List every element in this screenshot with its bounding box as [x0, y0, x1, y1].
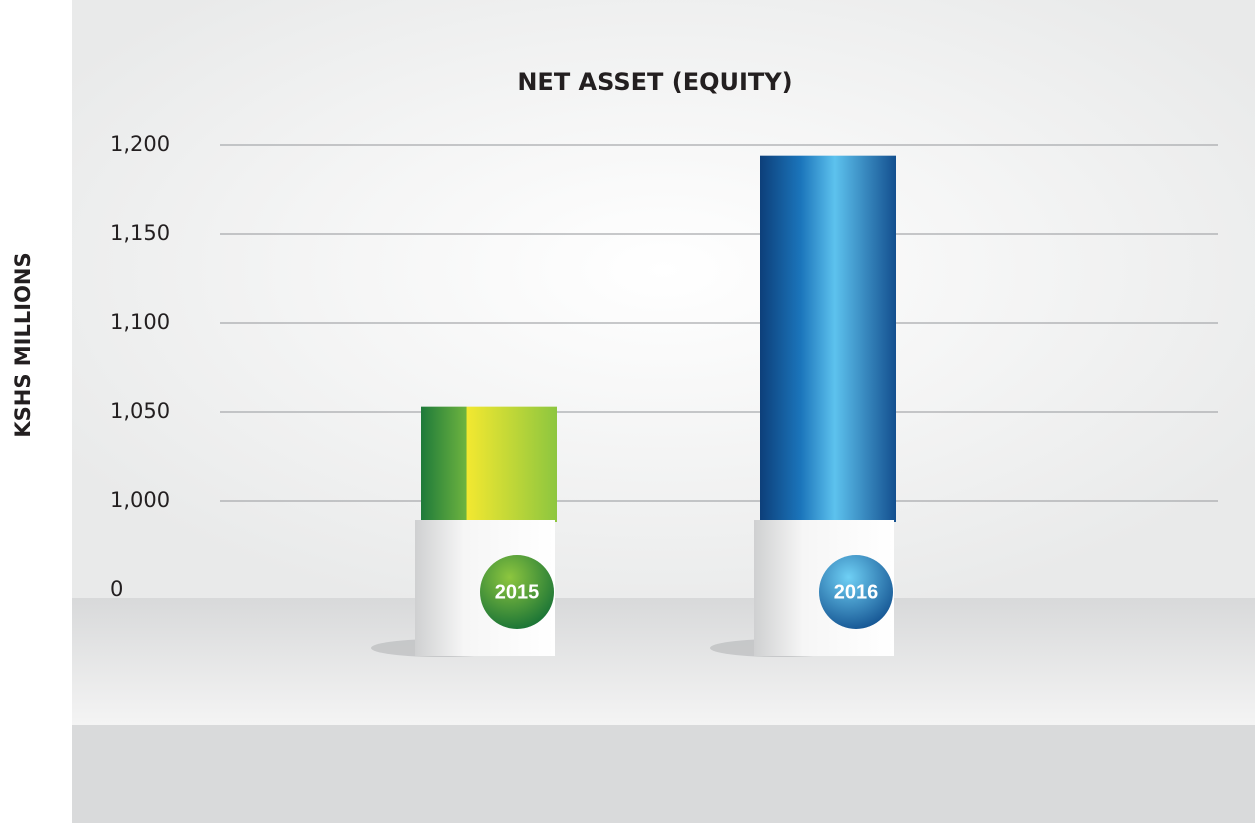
x-tick-label: 2015: [495, 581, 540, 603]
x-tick-label: 2016: [834, 581, 879, 603]
floor: [72, 598, 1255, 725]
y-tick-label: 1,050: [110, 399, 170, 423]
bar: [760, 156, 896, 522]
base-band: [72, 725, 1255, 823]
chart-title: NET ASSET (EQUITY): [517, 68, 792, 96]
y-tick-label: 1,000: [110, 488, 170, 512]
y-tick-label: 1,200: [110, 132, 170, 156]
y-tick-label: 1,150: [110, 221, 170, 245]
bar: [421, 407, 557, 522]
chart: NET ASSET (EQUITY) KSHS MILLIONS 0 1,000 1…: [0, 0, 1255, 823]
y-axis-label: KSHS MILLIONS: [11, 252, 35, 437]
y-tick-label: 0: [110, 577, 123, 601]
page: {"chart_data": {"type": "bar", "title": …: [0, 0, 1255, 827]
y-tick-label: 1,100: [110, 310, 170, 334]
